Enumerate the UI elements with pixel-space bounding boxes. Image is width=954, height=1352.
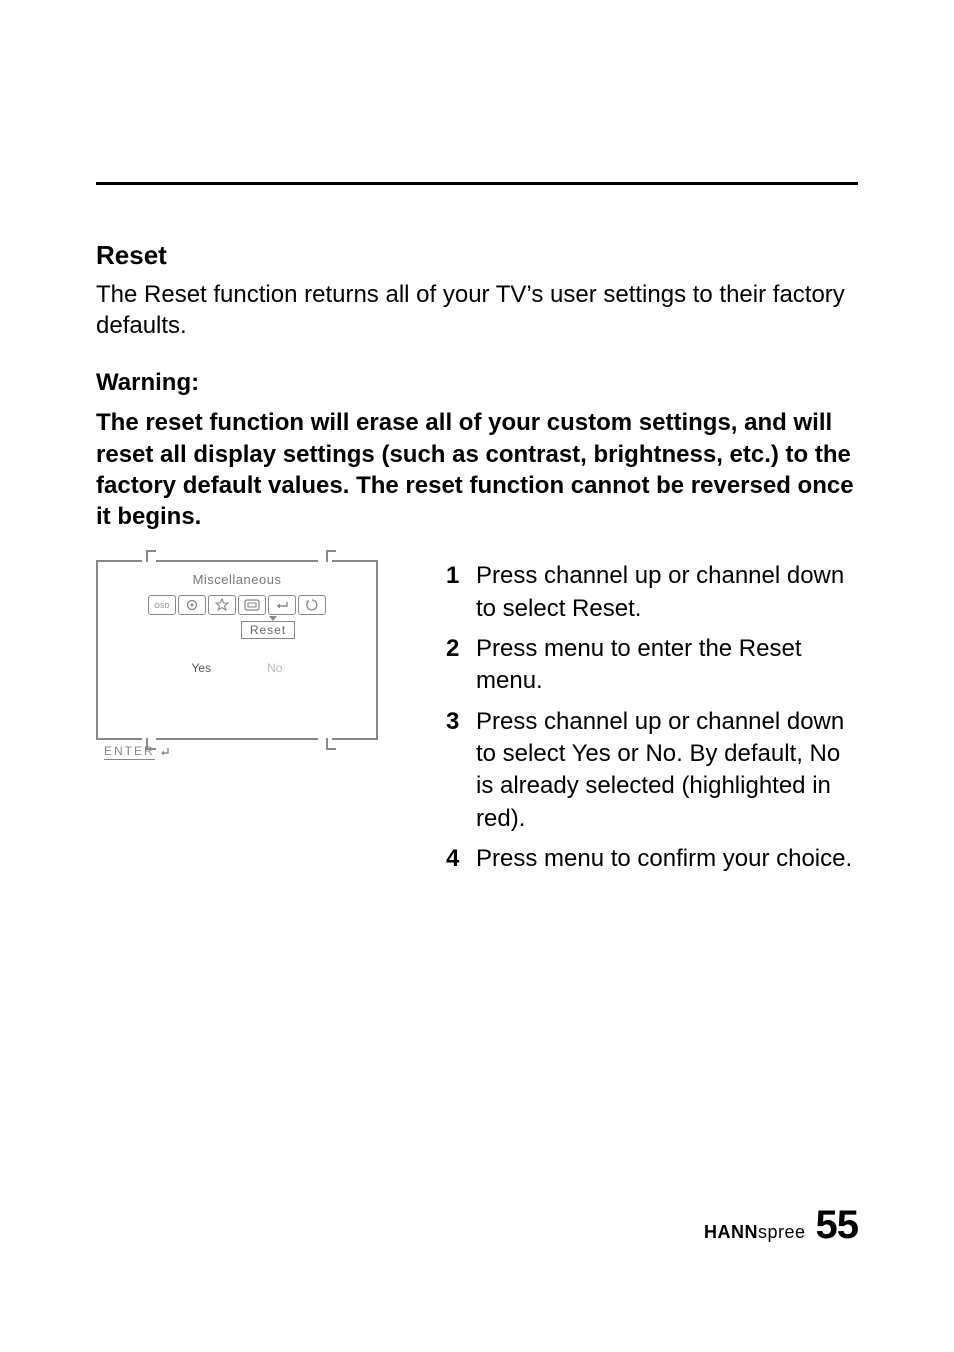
osd-menu-label: Reset xyxy=(241,621,295,639)
step-number: 1 xyxy=(446,560,476,625)
step-text: Press channel up or channel down to sele… xyxy=(476,560,858,625)
osd-panel: Miscellaneous OSD xyxy=(96,560,378,740)
corner-tick xyxy=(326,550,336,552)
corner-tick xyxy=(326,748,336,750)
svg-text:OSD: OSD xyxy=(154,603,169,610)
osd-icon: OSD xyxy=(148,595,176,615)
step-number: 2 xyxy=(446,633,476,698)
reset-description: The Reset function returns all of your T… xyxy=(96,279,858,341)
osd-option-no: No xyxy=(267,661,282,675)
corner-mask xyxy=(318,558,332,564)
figure-and-steps-row: Miscellaneous OSD xyxy=(96,560,858,884)
steps-list: 1 Press channel up or channel down to se… xyxy=(446,560,858,884)
enter-return-icon xyxy=(159,746,171,758)
step-item: 1 Press channel up or channel down to se… xyxy=(446,560,858,625)
corner-tick xyxy=(146,550,156,552)
warning-text: The reset function will erase all of you… xyxy=(96,407,858,532)
osd-icon-row: OSD xyxy=(98,595,376,615)
dropdown-arrow-icon xyxy=(269,616,277,621)
step-text: Press menu to enter the Reset menu. xyxy=(476,633,858,698)
star-icon xyxy=(208,595,236,615)
gear-icon xyxy=(178,595,206,615)
header-rule xyxy=(96,182,858,185)
corner-tick xyxy=(146,748,156,750)
content-area: Reset The Reset function returns all of … xyxy=(96,240,858,884)
reset-icon xyxy=(298,595,326,615)
corner-mask xyxy=(142,558,156,564)
page: Reset The Reset function returns all of … xyxy=(0,0,954,1352)
brand-bold: HANN xyxy=(704,1222,758,1242)
osd-title: Miscellaneous xyxy=(98,572,376,587)
corner-mask xyxy=(318,736,332,742)
warning-heading: Warning: xyxy=(96,369,858,397)
brand-logo: HANNspree xyxy=(704,1222,806,1243)
step-number: 3 xyxy=(446,706,476,836)
osd-options: Yes No xyxy=(98,661,376,675)
step-text: Press menu to confirm your choice. xyxy=(476,843,858,875)
return-icon xyxy=(268,595,296,615)
brand-light: spree xyxy=(758,1222,806,1242)
heading-reset: Reset xyxy=(96,240,858,271)
corner-mask xyxy=(142,736,156,742)
step-text: Press channel up or channel down to sele… xyxy=(476,706,858,836)
step-item: 3 Press channel up or channel down to se… xyxy=(446,706,858,836)
screen-icon xyxy=(238,595,266,615)
step-item: 2 Press menu to enter the Reset menu. xyxy=(446,633,858,698)
osd-figure: Miscellaneous OSD xyxy=(96,560,378,760)
footer: HANNspree 55 xyxy=(704,1203,858,1248)
page-number: 55 xyxy=(816,1203,859,1248)
step-item: 4 Press menu to confirm your choice. xyxy=(446,843,858,875)
osd-selected-row: Reset xyxy=(98,621,376,639)
osd-option-yes: Yes xyxy=(192,661,212,675)
step-number: 4 xyxy=(446,843,476,875)
